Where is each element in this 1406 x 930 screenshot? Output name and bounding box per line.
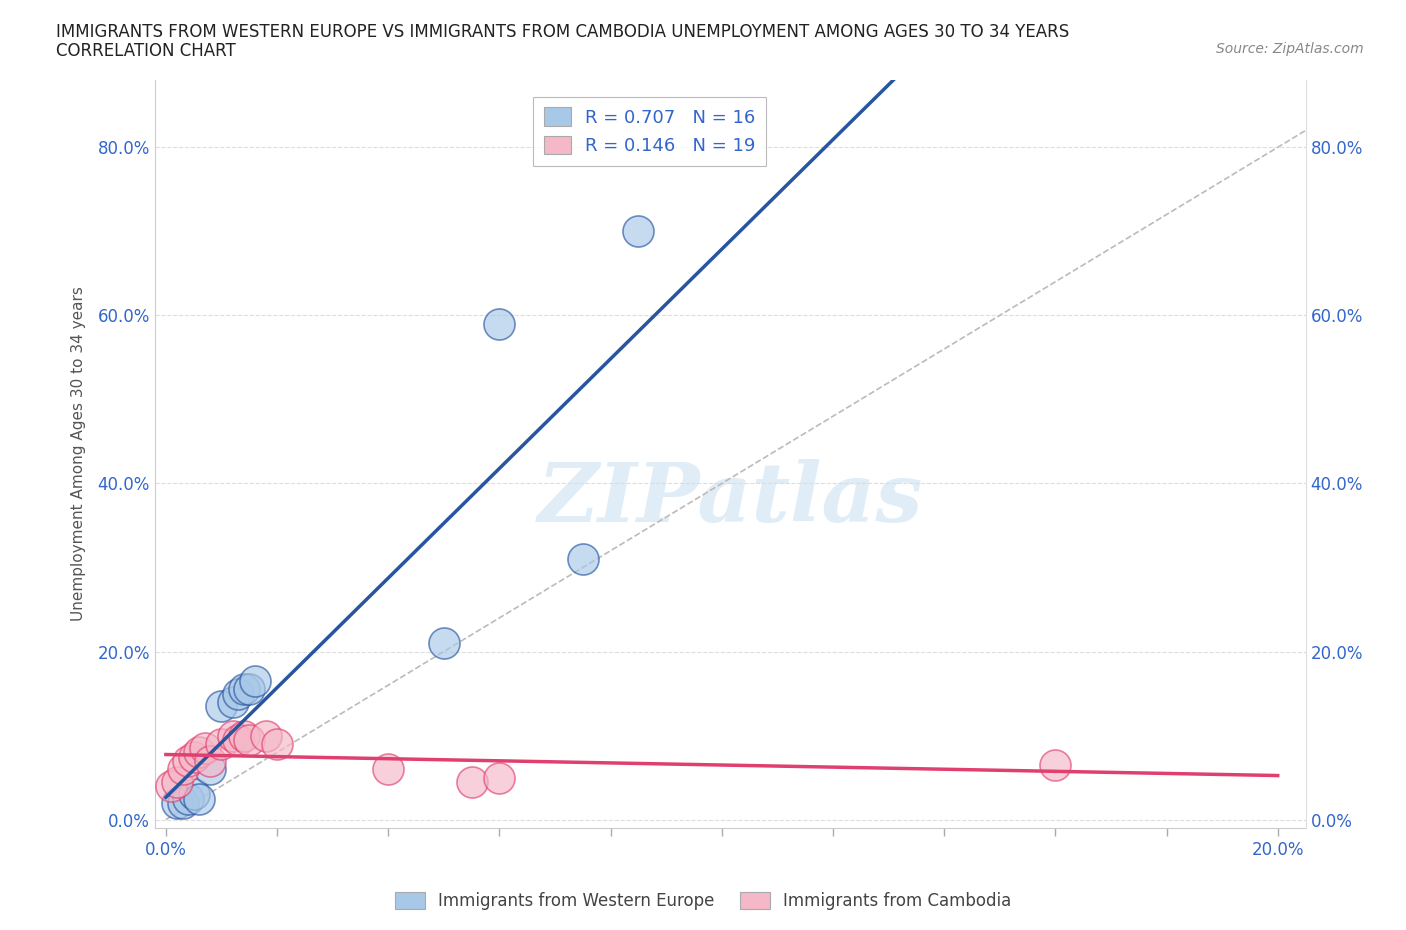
Point [433,636,456,651]
Point [172,762,194,777]
Point [188,791,211,806]
Point [160,778,183,793]
Point [177,791,200,806]
Point [232,682,254,697]
Point [183,787,205,802]
Point [488,770,510,785]
Point [188,745,211,760]
Point [194,740,217,755]
Text: CORRELATION CHART: CORRELATION CHART [56,42,236,60]
Point [627,224,650,239]
Point [209,737,232,751]
Point [166,775,188,790]
Point [377,762,399,777]
Point [209,698,232,713]
Point [460,775,482,790]
Point [488,316,510,331]
Text: IMMIGRANTS FROM WESTERN EUROPE VS IMMIGRANTS FROM CAMBODIA UNEMPLOYMENT AMONG AG: IMMIGRANTS FROM WESTERN EUROPE VS IMMIGR… [56,23,1070,41]
Point [572,551,595,566]
Point [1045,758,1067,773]
Legend: Immigrants from Western Europe, Immigrants from Cambodia: Immigrants from Western Europe, Immigran… [388,885,1018,917]
Point [221,695,243,710]
Legend: R = 0.707   N = 16, R = 0.146   N = 19: R = 0.707 N = 16, R = 0.146 N = 19 [533,97,766,166]
Text: Source: ZipAtlas.com: Source: ZipAtlas.com [1216,42,1364,56]
Text: ZIPatlas: ZIPatlas [537,458,922,538]
Point [238,682,260,697]
Y-axis label: Unemployment Among Ages 30 to 34 years: Unemployment Among Ages 30 to 34 years [72,286,86,621]
Point [200,762,222,777]
Point [183,750,205,764]
Point [172,795,194,810]
Point [266,737,288,751]
Point [238,732,260,747]
Point [221,728,243,743]
Point [166,795,188,810]
Point [200,753,222,768]
Point [177,753,200,768]
Point [226,686,249,701]
Point [226,732,249,747]
Point [232,728,254,743]
Point [243,673,266,688]
Point [254,728,277,743]
